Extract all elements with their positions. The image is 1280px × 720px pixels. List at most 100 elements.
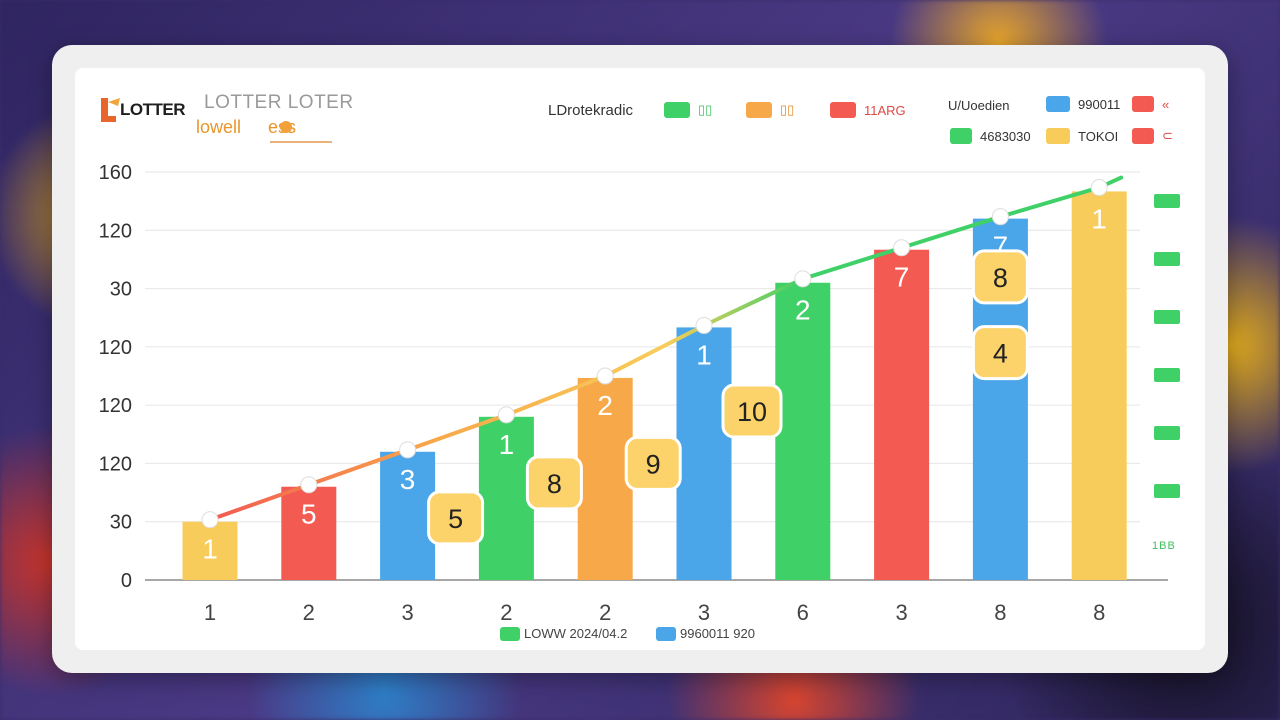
y-tick-label: 30: [110, 512, 132, 534]
legend-top-text-2: ▯▯: [780, 102, 795, 117]
value-badge: [624, 435, 682, 491]
x-tick-label: 6: [797, 600, 809, 625]
legend-right-text-2: «: [1162, 96, 1170, 112]
legend-swatch-red-2: [1132, 96, 1154, 112]
bar: [1071, 191, 1127, 580]
side-mark: [1154, 368, 1180, 382]
bar-label: 1: [696, 339, 712, 370]
x-tick-label: 8: [994, 600, 1006, 625]
legend-right-text-3: 4683030: [980, 128, 1031, 144]
trend-point: [201, 511, 219, 529]
legend-right-text-1: 990011: [1078, 96, 1121, 112]
bar: [874, 249, 930, 580]
legend-top-title: LDrotekradic: [548, 102, 633, 119]
legend-swatch-red: [830, 102, 856, 118]
side-mark: [1154, 426, 1180, 440]
bar: [182, 521, 238, 580]
x-tick-label: 1: [204, 600, 216, 625]
bottom-legend-swatch-blue: [656, 626, 676, 641]
value-badge: [971, 249, 1029, 305]
x-tick-label: 2: [303, 600, 315, 625]
bottom-legend-text-1: LOWW 2024/04.2: [524, 626, 628, 641]
y-tick-label: 120: [99, 337, 132, 359]
trend-point: [794, 270, 812, 288]
y-tick-label: 30: [110, 279, 132, 301]
legend-swatch-orange: [746, 102, 772, 118]
value-badge-label: 4: [993, 339, 1008, 369]
bar-label: 1: [499, 429, 515, 460]
legend-right-item-red-b: ⊂: [1132, 128, 1173, 144]
legend-swatch-green: [664, 102, 690, 118]
y-tick-label: 120: [99, 220, 132, 242]
legend-top-item-orange: ▯▯: [746, 102, 794, 118]
legend-top-item-green: ▯▯: [664, 102, 712, 118]
brand-name: LOTTER LOTER: [204, 92, 354, 113]
y-tick-label: 120: [99, 453, 132, 475]
value-badge-label: 8: [993, 263, 1008, 293]
legend-right-item-blue: 990011: [1046, 96, 1120, 112]
legend-top-title-text: LDrotekradic: [548, 102, 634, 119]
legend-swatch-yellow: [1046, 128, 1070, 144]
value-badge: [427, 490, 485, 546]
y-tick-label: 160: [99, 162, 132, 184]
value-badge: [525, 455, 583, 511]
bar: [775, 282, 831, 580]
value-badge: [971, 325, 1029, 381]
y-tick-label: 0: [121, 570, 132, 592]
trend-point: [497, 406, 515, 424]
x-tick-label: 2: [599, 600, 611, 625]
bottom-legend-item-green: LOWW 2024/04.2: [500, 626, 627, 641]
bar-label: 2: [795, 295, 811, 326]
logo-text: LOTTER: [120, 100, 186, 119]
legend-right-text-4: TOKOI: [1078, 128, 1119, 144]
trend-point: [695, 316, 713, 334]
legend-right-text-5: ⊂: [1162, 128, 1173, 143]
bar-label: 5: [301, 499, 317, 530]
bar-label: 3: [400, 464, 416, 495]
x-tick-label: 3: [401, 600, 413, 625]
x-tick-label: 2: [500, 600, 512, 625]
side-mark: [1154, 310, 1180, 324]
trend-point: [1090, 179, 1108, 197]
trend-point: [893, 239, 911, 257]
side-mark: [1154, 252, 1180, 266]
trend-point: [399, 441, 417, 459]
value-badge-label: 10: [737, 397, 767, 427]
legend-swatch-red-3: [1132, 128, 1154, 144]
trend-point: [991, 208, 1009, 226]
legend-swatch-blue: [1046, 96, 1070, 112]
bar-label: 1: [202, 534, 218, 565]
legend-right-item-red: «: [1132, 96, 1169, 112]
trend-point: [300, 476, 318, 494]
value-badge: [721, 383, 783, 439]
value-badge-label: 5: [448, 504, 463, 534]
bar: [577, 377, 633, 580]
value-badge-label: 8: [547, 469, 562, 499]
bar-label: 2: [597, 390, 613, 421]
trend-point: [596, 367, 614, 385]
y-tick-label: 120: [99, 395, 132, 417]
bar: [281, 486, 337, 580]
legend-top-text-1: ▯▯: [698, 102, 713, 117]
legend-swatch-green-2: [950, 128, 972, 144]
brand-underline: [270, 141, 332, 143]
bar: [676, 327, 732, 580]
side-mark: [1154, 194, 1180, 208]
bar: [380, 451, 436, 580]
brand-dot-icon: [280, 121, 292, 133]
legend-top-text-3: 11ARG: [864, 102, 906, 118]
side-mark: [1154, 484, 1180, 498]
x-tick-label: 3: [895, 600, 907, 625]
bar-label: 7: [894, 262, 910, 293]
bar: [478, 416, 534, 580]
bottom-legend-item-blue: 9960011 920: [656, 626, 755, 641]
x-tick-label: 8: [1093, 600, 1105, 625]
side-note: 1BB: [1152, 540, 1176, 552]
logo-icon: [101, 98, 120, 122]
legend-right-item-green: 4683030: [950, 128, 1031, 144]
bottom-legend-swatch-green: [500, 626, 520, 641]
value-badge-label: 9: [646, 449, 661, 479]
legend-right-item-yellow: TOKOI: [1046, 128, 1118, 144]
legend-right-title-text: U/Uoedien: [948, 98, 1010, 113]
